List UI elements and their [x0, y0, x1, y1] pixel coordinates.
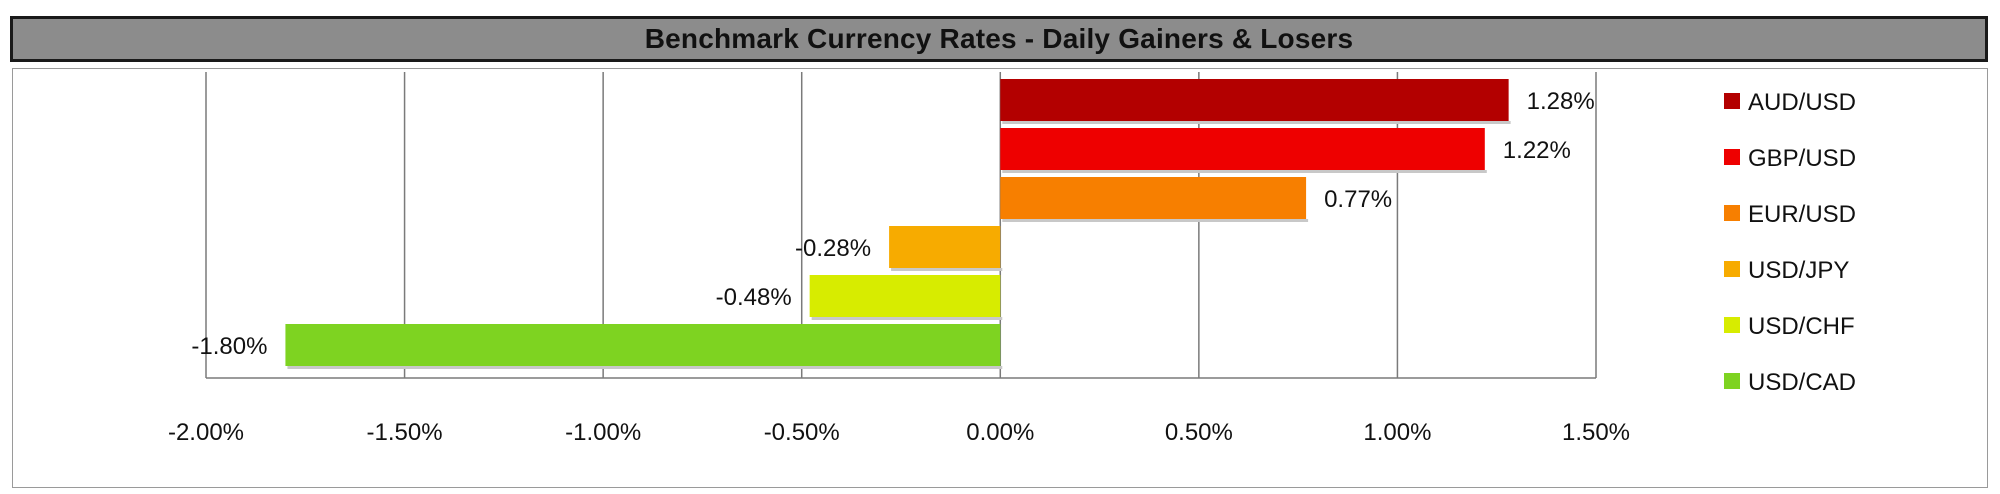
bar-shadow [811, 317, 1003, 320]
data-label-usd-chf: -0.48% [716, 284, 792, 311]
legend-label: AUD/USD [1748, 89, 1856, 116]
data-label-gbp-usd: 1.22% [1503, 137, 1571, 164]
legend-label: EUR/USD [1748, 201, 1856, 228]
x-tick-label: -2.00% [168, 419, 244, 446]
data-label-eur-usd: 0.77% [1324, 186, 1392, 213]
data-label-usd-cad: -1.80% [191, 333, 267, 360]
legend: AUD/USD GBP/USD EUR/USD USD/JPY USD/CHF USD/C… [1724, 89, 1856, 396]
x-tick-label: -0.50% [764, 419, 840, 446]
legend-swatch [1724, 205, 1740, 221]
bar-gbp-usd [1000, 128, 1485, 170]
bar-usd-cad [285, 324, 1001, 366]
chart-title-bar: Benchmark Currency Rates - Daily Gainers… [10, 16, 1988, 62]
bar-shadow [891, 268, 1003, 271]
data-label-aud-usd: 1.28% [1527, 88, 1595, 115]
bar-aud-usd [1000, 79, 1509, 121]
bars [285, 79, 1511, 369]
bar-usd-jpy [889, 226, 1001, 268]
x-tick-label: -1.00% [565, 419, 641, 446]
legend-swatch [1724, 373, 1740, 389]
legend-swatch [1724, 317, 1740, 333]
legend-label: USD/CHF [1748, 313, 1855, 340]
legend-swatch [1724, 261, 1740, 277]
legend-label: USD/JPY [1748, 257, 1849, 284]
bar-shadow [1002, 219, 1309, 222]
legend-swatch [1724, 149, 1740, 165]
x-tick-label: 0.00% [966, 419, 1034, 446]
bar-shadow [1002, 170, 1487, 173]
data-labels: 1.28% 1.22% 0.77% -0.28%-0.48% -1.80% [191, 88, 1594, 360]
x-tick-label: 0.50% [1165, 419, 1233, 446]
chart-title: Benchmark Currency Rates - Daily Gainers… [644, 23, 1354, 54]
bar-usd-chf [809, 275, 1001, 317]
x-tick-label: 1.00% [1363, 419, 1431, 446]
bar-shadow [287, 366, 1003, 369]
x-tick-label: 1.50% [1562, 419, 1630, 446]
data-label-usd-jpy: -0.28% [795, 235, 871, 262]
legend-label: USD/CAD [1748, 369, 1856, 396]
legend-swatch [1724, 93, 1740, 109]
x-tick-label: -1.50% [367, 419, 443, 446]
bar-eur-usd [1000, 177, 1307, 219]
x-axis-ticks: -2.00% -1.50% -1.00% -0.50% 0.00% 0.50% 1.00% 1… [168, 419, 1630, 446]
bar-shadow [1002, 121, 1511, 124]
legend-label: GBP/USD [1748, 145, 1856, 172]
